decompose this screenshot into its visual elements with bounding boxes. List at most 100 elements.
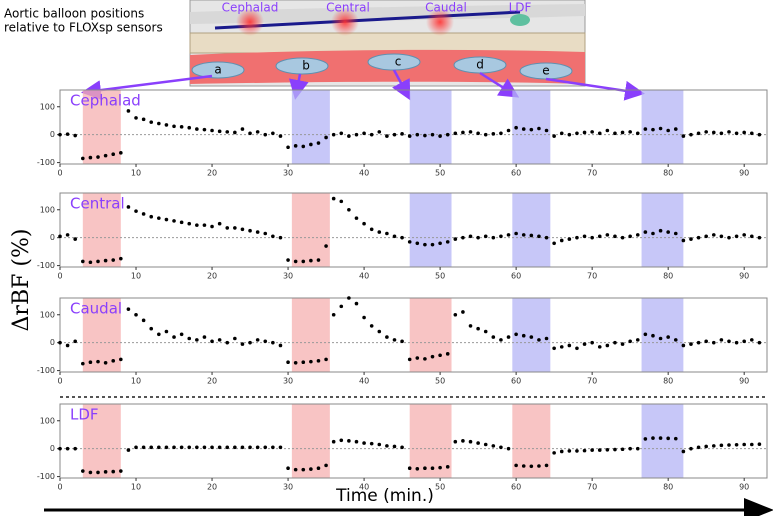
data-point xyxy=(309,467,313,471)
data-point xyxy=(119,151,123,155)
x-tick-label: 40 xyxy=(359,377,369,386)
data-point xyxy=(567,132,572,137)
data-point xyxy=(719,234,724,239)
y-axis-label: ΔrBF (%) xyxy=(9,229,34,332)
data-point xyxy=(742,233,746,237)
x-tick-label: 0 xyxy=(57,169,62,178)
data-point xyxy=(339,199,344,204)
data-point xyxy=(134,209,138,213)
data-point xyxy=(149,445,154,450)
data-point xyxy=(407,134,412,138)
data-point xyxy=(217,129,222,134)
data-point xyxy=(704,444,708,449)
data-point xyxy=(210,445,214,450)
y-tick-label: -100 xyxy=(37,472,55,481)
data-point xyxy=(81,469,85,473)
x-tick-label: 80 xyxy=(663,272,673,281)
shaded-interval xyxy=(409,193,452,267)
plot-frame xyxy=(59,192,768,268)
data-point xyxy=(651,127,655,132)
data-point xyxy=(407,240,412,244)
data-point xyxy=(369,441,374,446)
x-tick-label: 0 xyxy=(57,483,62,492)
x-tick-label: 50 xyxy=(435,272,445,281)
data-point xyxy=(293,360,298,365)
data-point xyxy=(628,234,632,239)
data-point xyxy=(415,356,420,360)
data-point xyxy=(255,445,260,450)
data-point xyxy=(58,340,62,345)
data-point xyxy=(195,127,199,131)
x-tick-label: 50 xyxy=(435,169,445,178)
data-point xyxy=(681,449,686,454)
data-point xyxy=(255,230,260,234)
data-point xyxy=(339,131,344,136)
data-point xyxy=(415,466,420,471)
data-point xyxy=(73,446,78,451)
data-point xyxy=(727,235,731,240)
data-point xyxy=(73,133,78,138)
data-point xyxy=(240,445,245,450)
data-point xyxy=(172,335,176,339)
data-point xyxy=(696,340,701,345)
data-point xyxy=(613,340,617,345)
data-point xyxy=(628,130,632,134)
data-point xyxy=(727,130,731,134)
data-point xyxy=(635,338,640,342)
data-point xyxy=(134,445,138,450)
y-tick-label: 100 xyxy=(40,102,55,111)
data-point xyxy=(217,445,222,450)
data-point xyxy=(96,359,100,364)
shaded-interval xyxy=(641,90,684,164)
data-point xyxy=(202,127,207,132)
data-point xyxy=(696,235,701,240)
data-point xyxy=(65,233,70,237)
data-point xyxy=(293,259,298,264)
data-point xyxy=(278,343,283,348)
y-tick-label: 0 xyxy=(50,338,55,347)
data-point xyxy=(742,130,746,135)
data-point xyxy=(377,442,382,447)
data-point xyxy=(719,338,724,342)
shaded-interval xyxy=(291,404,330,478)
data-point xyxy=(575,449,579,453)
data-point xyxy=(575,346,579,351)
data-point xyxy=(187,125,192,130)
data-point xyxy=(111,469,116,474)
data-point xyxy=(605,128,610,133)
data-point xyxy=(58,446,62,451)
data-point xyxy=(149,120,154,124)
data-point xyxy=(696,445,701,450)
data-point xyxy=(301,259,306,264)
data-point xyxy=(605,233,610,237)
data-point xyxy=(157,216,161,220)
data-point xyxy=(339,438,344,443)
data-point xyxy=(453,312,458,317)
data-point xyxy=(476,235,480,240)
data-point xyxy=(293,144,298,148)
data-point xyxy=(407,466,412,471)
data-point xyxy=(567,343,572,348)
data-point xyxy=(590,235,594,240)
data-point xyxy=(423,466,427,471)
x-tick-label: 90 xyxy=(739,169,749,178)
data-point xyxy=(377,130,382,134)
data-point xyxy=(521,127,526,131)
data-point xyxy=(96,259,100,264)
data-point xyxy=(445,352,450,356)
data-point xyxy=(233,336,237,341)
pointer-arrows xyxy=(81,69,645,101)
data-point xyxy=(347,296,351,300)
x-tick-label: 70 xyxy=(587,169,597,178)
data-point xyxy=(552,134,556,138)
data-point xyxy=(673,436,678,441)
data-point xyxy=(559,345,564,349)
shaded-interval xyxy=(512,193,551,267)
sensor-label: b xyxy=(302,59,310,73)
data-point xyxy=(423,242,427,247)
data-point xyxy=(483,132,488,137)
data-point xyxy=(377,329,382,334)
plot-frame xyxy=(59,297,768,373)
data-point xyxy=(423,133,427,138)
data-point xyxy=(271,445,275,450)
